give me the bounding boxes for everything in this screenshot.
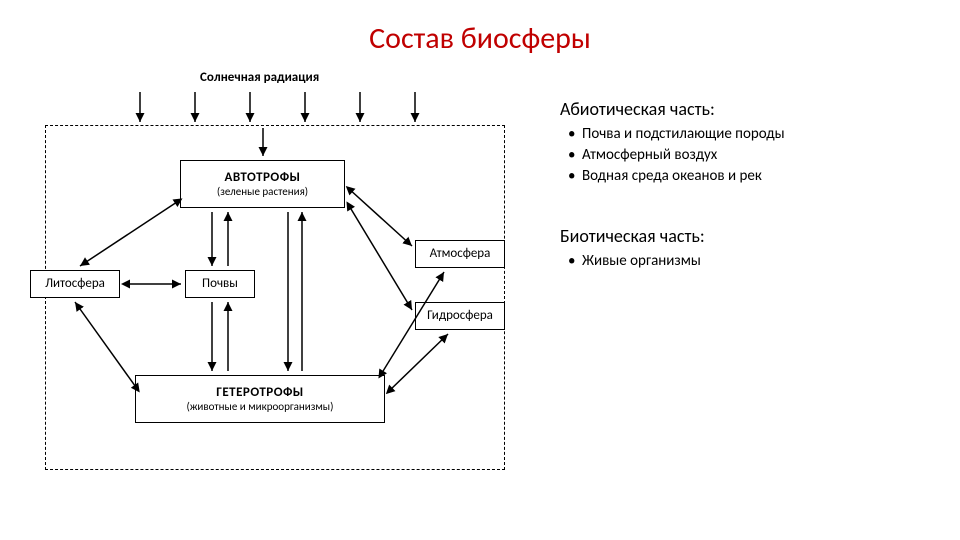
node-label: АВТОТРОФЫ [225,170,301,186]
page-title: Состав биосферы [369,20,591,57]
biosphere-diagram: Солнечная радиация АВТОТРОФЫ (зеленые ра… [20,70,530,500]
list-item: Водная среда океанов и рек [560,166,940,187]
abiotic-title: Абиотическая часть: [560,98,940,120]
node-label: Почвы [202,276,238,292]
node-sublabel: (зеленые растения) [217,185,308,198]
node-label: Гидросфера [427,308,493,324]
text-panel: Абиотическая часть: Почва и подстилающие… [560,98,940,272]
list-item: Почва и подстилающие породы [560,124,940,145]
biotic-title: Биотическая часть: [560,225,940,247]
node-hydrosphere: Гидросфера [415,302,505,330]
node-heterotrophs: ГЕТЕРОТРОФЫ (животные и микроорганизмы) [135,375,385,423]
node-label: Литосфера [45,276,105,292]
node-soils: Почвы [185,270,255,298]
list-item: Атмосферный воздух [560,145,940,166]
list-item: Живые организмы [560,251,940,272]
node-atmosphere: Атмосфера [415,240,505,268]
node-sublabel: (животные и микроорганизмы) [187,400,334,413]
node-label: ГЕТЕРОТРОФЫ [216,385,304,401]
node-lithosphere: Литосфера [30,270,120,298]
node-autotrophs: АВТОТРОФЫ (зеленые растения) [180,160,345,208]
sun-label: Солнечная радиация [200,70,319,85]
node-label: Атмосфера [430,246,491,262]
